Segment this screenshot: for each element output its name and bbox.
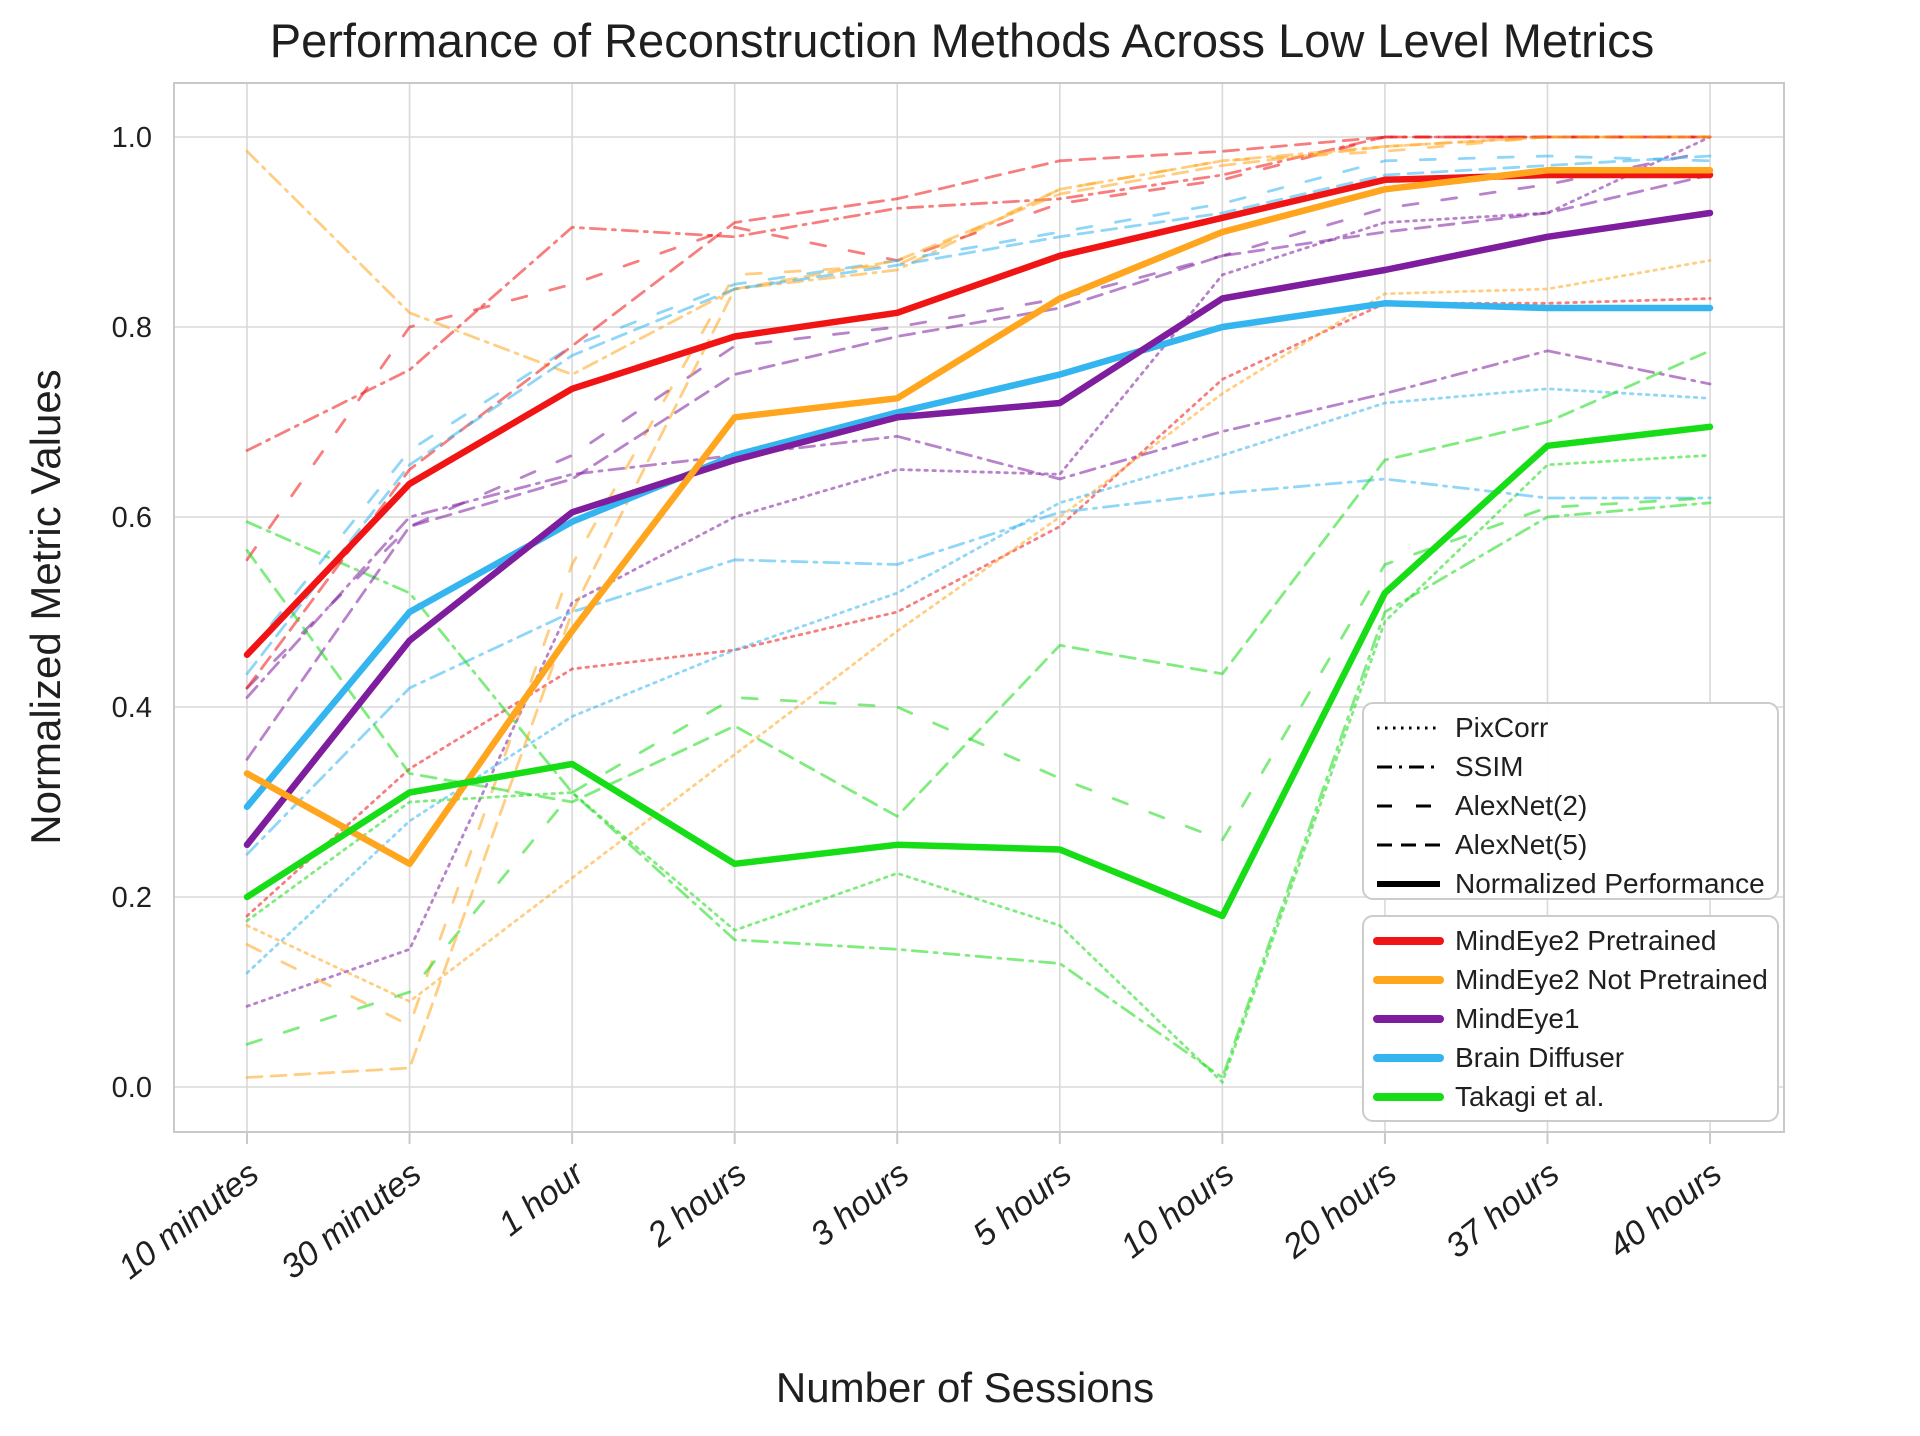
legend-entry-label: Takagi et al. [1455,1081,1604,1112]
y-tick-label: 0.0 [112,1072,152,1104]
chart-title: Performance of Reconstruction Methods Ac… [270,14,1654,67]
series-line-purple-alexnet-5- [245,173,1712,761]
series-line-green-pixcorr [245,453,1712,1084]
legend-box [1362,702,1779,900]
normalized-performance-lines [243,167,1714,920]
x-tick-label: 1 hour [492,1153,593,1243]
series-line-purple-normalized-performance [243,209,1714,849]
series-line-green-normalized-performance [243,423,1714,920]
y-tick-label: 0.2 [112,882,152,914]
x-axis-tick-labels: 10 minutes 30 minutes 1 hour 2 hours 3 hours… [111,1153,1729,1286]
y-axis-label: Normalized Metric Values [22,369,69,844]
y-tick-label: 0.8 [112,312,152,344]
y-tick-label: 0.4 [112,692,152,724]
series-line-purple-alexnet-2- [245,149,1712,690]
series-line-blue-ssim [245,477,1712,856]
series-line-purple-ssim [245,349,1712,699]
x-tick-label: 20 hours [1275,1154,1403,1266]
series-line-red-pixcorr [245,297,1712,918]
series-line-red-ssim [245,135,1712,452]
line-style-legend: PixCorr SSIM AlexNet(2) AlexNet(5) Normalize… [1362,702,1779,900]
series-line-orange-pixcorr [245,259,1712,1003]
legend-entry-label: PixCorr [1455,712,1548,743]
legend-entry-label: SSIM [1455,751,1523,782]
legend-entry-label: Normalized Performance [1455,868,1765,899]
series-line-orange-ssim [245,135,1712,376]
x-tick-label: 3 hours [803,1154,916,1254]
legend-entry-label: MindEye1 [1455,1003,1580,1034]
y-tick-label: 0.6 [112,502,152,534]
x-tick-label: 2 hours [640,1154,754,1254]
series-line-green-alexnet-5- [245,349,1712,818]
x-tick-label: 10 minutes [111,1154,265,1286]
plot-border [173,82,1785,1133]
x-tick-label: 30 minutes [274,1154,428,1286]
series-line-orange-alexnet-5- [245,135,1712,1079]
series-line-blue-pixcorr [245,387,1712,975]
y-tick-label: 1.0 [112,122,152,154]
series-line-blue-alexnet-2- [245,154,1712,657]
x-tick-label: 10 hours [1114,1154,1242,1265]
series-line-red-alexnet-5- [245,135,1712,690]
method-color-legend: MindEye2 Pretrained MindEye2 Not Pretrain… [1362,915,1779,1122]
y-axis-tick-labels: 0.0 0.2 0.4 0.6 0.8 1.0 [112,122,152,1104]
series-line-blue-normalized-performance [243,300,1714,811]
x-tick-label: 5 hours [966,1154,1079,1254]
legend-entry-label: AlexNet(5) [1455,829,1587,860]
x-tick-label: 40 hours [1601,1154,1729,1265]
series-line-blue-alexnet-5- [245,154,1712,676]
series-line-green-alexnet-2- [245,496,1712,1046]
series-line-green-ssim [245,501,1712,1079]
metric-series-lines [245,135,1712,1084]
legend-box [1362,915,1779,1122]
legend-entry-label: MindEye2 Pretrained [1455,925,1716,956]
legend-entry-label: MindEye2 Not Pretrained [1455,964,1768,995]
series-line-orange-normalized-performance [243,167,1714,868]
legend-entry-label: AlexNet(2) [1455,790,1587,821]
x-tick-label: 37 hours [1439,1154,1567,1265]
legend-entry-label: Brain Diffuser [1455,1042,1624,1073]
x-axis-label: Number of Sessions [776,1364,1154,1411]
